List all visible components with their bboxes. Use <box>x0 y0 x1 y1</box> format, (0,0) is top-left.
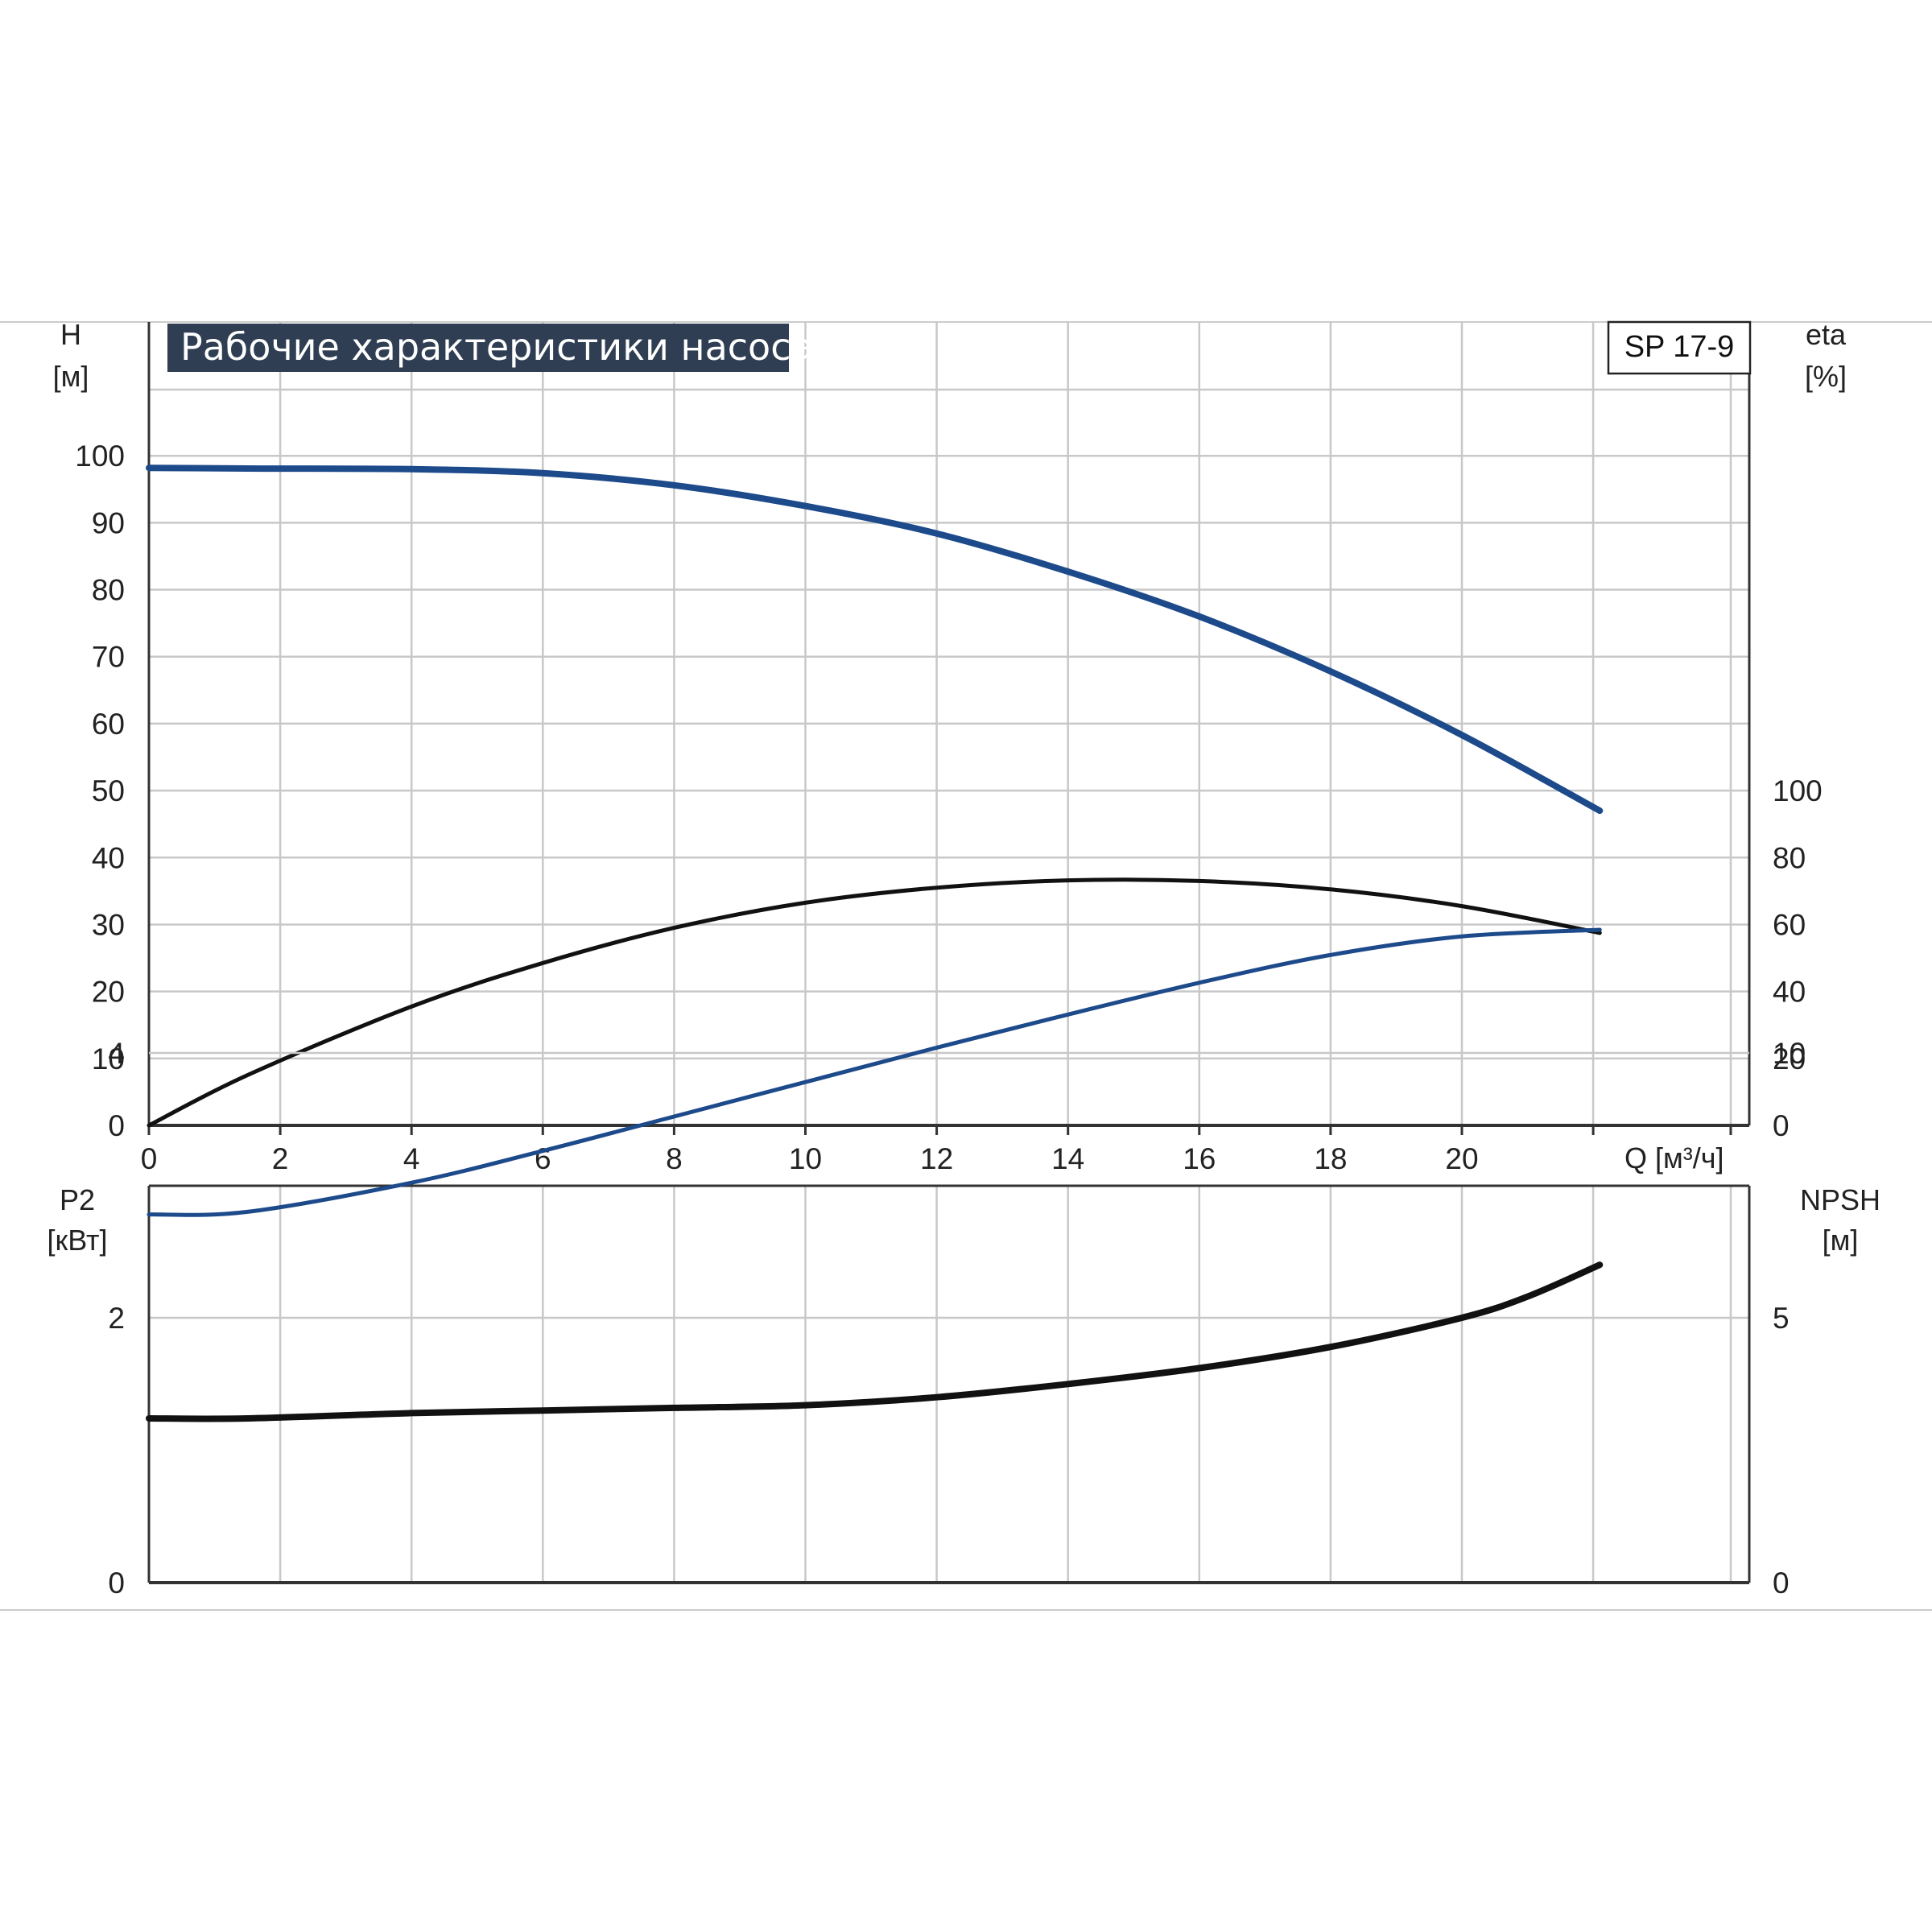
q-tick-label: 4 <box>403 1142 420 1175</box>
npsh-tick-label: 0 <box>1773 1567 1790 1600</box>
h-curve <box>146 464 1604 815</box>
h-tick-label: 70 <box>92 641 125 674</box>
p2-axis-name: P2 <box>60 1183 95 1216</box>
p2-tick-label: 4 <box>108 1037 125 1070</box>
h-tick-label: 30 <box>92 908 125 941</box>
lower-tick-labels: 0 2 4 0 5 10 <box>108 1037 1806 1600</box>
eta-tick-label: 40 <box>1773 976 1806 1009</box>
p2-tick-label: 2 <box>108 1302 125 1335</box>
h-tick-label: 90 <box>92 506 125 539</box>
npsh-tick-label: 10 <box>1773 1037 1806 1070</box>
q-tick-label: 6 <box>535 1142 551 1175</box>
model-label: SP 17-9 <box>1624 330 1735 364</box>
p2-axis-unit: [кВт] <box>47 1224 107 1257</box>
eta-axis-name: eta <box>1806 318 1847 351</box>
eta-tick-label: 80 <box>1773 841 1806 874</box>
h-tick-label: 50 <box>92 774 125 807</box>
title-banner <box>167 324 789 372</box>
upper-grid <box>147 322 1749 1127</box>
p2-tick-label: 0 <box>108 1567 125 1600</box>
q-tick-label: 10 <box>789 1142 822 1175</box>
eta-tick-label: 20 <box>1773 1042 1806 1075</box>
lower-frame <box>147 1184 1751 1584</box>
eta-tick-label: 0 <box>1773 1109 1790 1142</box>
h-tick-label: 10 <box>92 1042 125 1075</box>
npsh-tick-label: 5 <box>1773 1302 1790 1335</box>
q-tick-label: 0 <box>141 1142 158 1175</box>
npsh-axis-unit: [м] <box>1823 1224 1859 1257</box>
h-tick-label: 100 <box>75 440 125 473</box>
p2-curve <box>147 927 1602 1217</box>
lower-series <box>146 927 1604 1422</box>
eta-tick-label: 100 <box>1773 774 1823 807</box>
h-axis-name: H <box>60 318 81 351</box>
chart-title: Рабочие характеристики насоса <box>180 325 814 369</box>
h-tick-label: 80 <box>92 574 125 607</box>
model-box <box>1607 320 1752 375</box>
h-tick-label: 60 <box>92 708 125 741</box>
eta-axis-unit: [%] <box>1805 360 1847 393</box>
q-tick-label: 14 <box>1051 1142 1084 1175</box>
npsh-curve <box>146 1261 1604 1422</box>
h-tick-label: 40 <box>92 841 125 874</box>
eta-tick-label: 60 <box>1773 908 1806 941</box>
q-tick-label: 16 <box>1183 1142 1216 1175</box>
q-tick-label: 20 <box>1445 1142 1478 1175</box>
upper-series <box>146 464 1604 1128</box>
h-tick-label: 20 <box>92 976 125 1009</box>
eta-curve <box>147 877 1602 1128</box>
q-axis-label: Q [м³/ч] <box>1624 1141 1724 1174</box>
q-tick-label: 18 <box>1314 1142 1347 1175</box>
h-tick-label: 0 <box>108 1109 125 1142</box>
lower-grid <box>147 1051 1749 1584</box>
h-axis-unit: [м] <box>53 360 89 393</box>
upper-frame <box>147 322 1751 1127</box>
q-tick-label: 2 <box>272 1142 289 1175</box>
q-tick-label: 12 <box>920 1142 953 1175</box>
q-tick-label: 8 <box>666 1142 683 1175</box>
npsh-axis-name: NPSH <box>1800 1183 1880 1216</box>
